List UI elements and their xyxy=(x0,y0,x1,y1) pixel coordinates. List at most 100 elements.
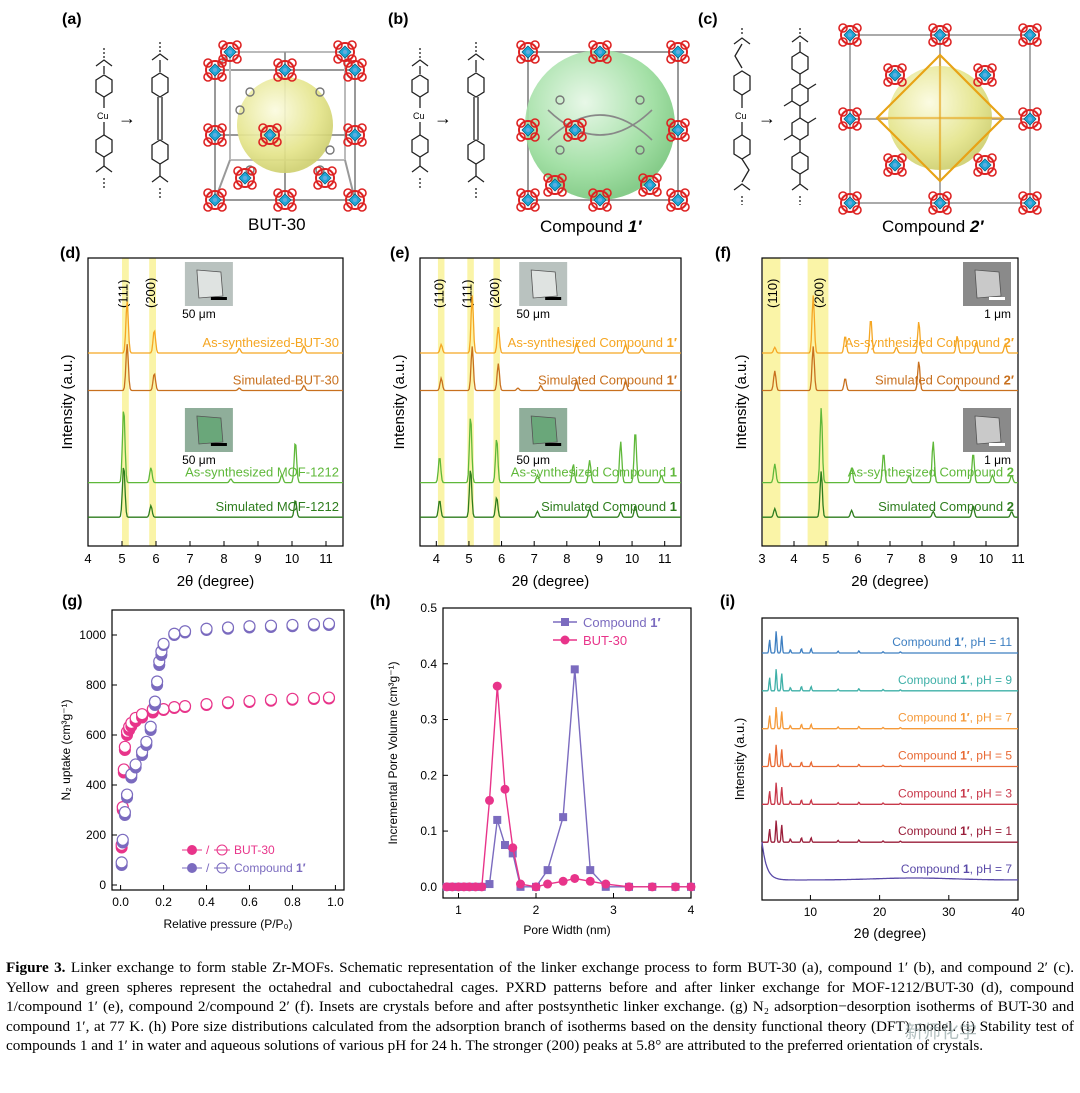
y-axis-label: Intensity (a.u.) xyxy=(59,354,76,449)
plot-frame xyxy=(419,257,682,547)
scale-label: 50 μm xyxy=(182,453,216,467)
series-label-part: Simulated-BUT-30 xyxy=(233,372,339,387)
x-tick-label: 3 xyxy=(610,903,617,917)
series-label-part: Simulated Compound xyxy=(878,499,1007,514)
legend-label: Compound 1′ xyxy=(234,861,306,875)
mof-framework-compound-1p xyxy=(516,40,690,212)
data-point-circle xyxy=(585,876,595,886)
series-label: Simulated Compound 2′ xyxy=(875,372,1014,387)
desorption-point xyxy=(307,691,321,705)
figure-caption: Figure 3. Linker exchange to form stable… xyxy=(6,958,1074,1056)
x-tick-label: 4 xyxy=(790,551,797,566)
arrow-a: → xyxy=(118,108,136,128)
series-label-part: Compound xyxy=(898,786,960,800)
scale-label: 50 μm xyxy=(516,453,550,467)
series-label-part: 1′ xyxy=(667,335,677,350)
data-point-circle xyxy=(500,784,510,794)
scale-bar xyxy=(210,297,227,300)
desorption-point xyxy=(116,833,129,846)
legend-label-part: 1′ xyxy=(650,615,660,630)
pattern-line xyxy=(762,346,1018,392)
y-tick-label: 200 xyxy=(86,828,106,842)
peak-label: (111) xyxy=(116,280,131,308)
stability-pattern xyxy=(761,841,1018,881)
data-point-circle xyxy=(558,876,568,886)
y-tick-label: 0.3 xyxy=(420,713,437,727)
desorption-point xyxy=(148,695,162,708)
x-tick-label: 7 xyxy=(186,551,193,566)
series-label: As-synthesized Compound 2′ xyxy=(845,335,1014,350)
series-label-part: 1′ xyxy=(960,824,970,838)
data-point-circle xyxy=(516,879,525,889)
desorption-point xyxy=(168,701,181,714)
desorption-point xyxy=(322,691,336,704)
series-label-part: Simulated Compound xyxy=(538,372,667,387)
pattern-line xyxy=(420,418,681,484)
panel-a-letter: (a) xyxy=(62,11,82,28)
desorption-point xyxy=(115,856,128,869)
y-tick-label: 800 xyxy=(86,678,106,692)
data-point-circle xyxy=(686,882,696,892)
x-axis-label: Relative pressure (P/P₀) xyxy=(163,917,292,931)
watermark: 新师化学 xyxy=(905,1022,977,1043)
x-tick-label: 4 xyxy=(688,903,695,917)
legend-label-part: BUT-30 xyxy=(583,633,627,648)
series-label: Simulated Compound 1 xyxy=(541,499,677,514)
highlight-band xyxy=(467,258,474,546)
desorption-point xyxy=(129,758,142,771)
data-point-circle xyxy=(485,795,494,805)
desorption-point xyxy=(221,621,235,634)
series-label-part: Simulated Compound xyxy=(875,372,1004,387)
desorption-point xyxy=(118,740,131,753)
series-line xyxy=(446,669,691,888)
pattern-line xyxy=(88,301,343,354)
series-label-part: 1′ xyxy=(960,786,970,800)
chart-i: (i) 10 20 30 40 2θ (degree) Intensity (a.u.) Co… xyxy=(720,593,1025,941)
series-label-part: As-synthesized Compound xyxy=(848,465,1007,480)
series-label-part: 2′ xyxy=(1004,335,1014,350)
data-point-square xyxy=(586,866,595,875)
y-tick-label: 0.4 xyxy=(420,657,437,671)
x-tick-label: 2 xyxy=(533,903,540,917)
scale-bar xyxy=(989,443,1005,446)
legend-label-part: BUT-30 xyxy=(234,843,275,857)
terphenyl-linker-c xyxy=(783,28,817,205)
series-label: Compound 1′, pH = 9 xyxy=(898,673,1012,687)
series-label-part: 1′ xyxy=(954,635,964,649)
y-axis-label: Intensity (a.u.) xyxy=(733,354,750,449)
chart-h: (h) 1 2 3 4 0.0 0.1 0.2 0.3 0.4 0.5 Pore Width (nm)… xyxy=(370,593,696,937)
desorption-point xyxy=(286,618,299,632)
x-tick-label: 0.4 xyxy=(198,895,215,909)
y-tick-label: 0.0 xyxy=(420,880,437,894)
stability-pattern xyxy=(762,782,1018,805)
stability-pattern xyxy=(762,744,1018,768)
series-label-part: As-synthesized Compound xyxy=(508,335,667,350)
legend-label: Compound 1′ xyxy=(583,615,661,630)
plot-frame xyxy=(111,609,345,891)
series-label: As-synthesized Compound 1 xyxy=(511,465,677,480)
data-point-circle xyxy=(531,882,541,892)
desorption-point xyxy=(178,700,192,713)
x-tick-label: 8 xyxy=(918,551,925,566)
series-label-part: 1′ xyxy=(960,749,970,763)
series-label-part: , pH = 7 xyxy=(970,862,1013,876)
panel-c-name: Compound 2′ xyxy=(882,217,984,236)
series-label: Compound 1′, pH = 3 xyxy=(898,786,1012,800)
x-tick-label: 10 xyxy=(285,551,299,566)
chart-letter: (d) xyxy=(60,245,80,262)
x-tick-label: 7 xyxy=(531,551,538,566)
crystal-shape xyxy=(974,415,1002,445)
desorption-point xyxy=(120,788,134,801)
series-label-part: 1 xyxy=(963,862,970,876)
x-axis-label: 2θ (degree) xyxy=(177,573,255,590)
series-label: Compound 1′, pH = 1 xyxy=(898,824,1012,838)
data-point-circle xyxy=(447,882,457,892)
series-label-part: 2 xyxy=(1007,499,1014,514)
x-tick-label: 10 xyxy=(979,551,993,566)
data-point-circle xyxy=(471,882,481,892)
arrow-c: → xyxy=(758,108,776,128)
series-label-part: As-synthesized-BUT-30 xyxy=(202,335,339,350)
stability-pattern xyxy=(762,669,1018,692)
desorption-point xyxy=(243,620,256,633)
